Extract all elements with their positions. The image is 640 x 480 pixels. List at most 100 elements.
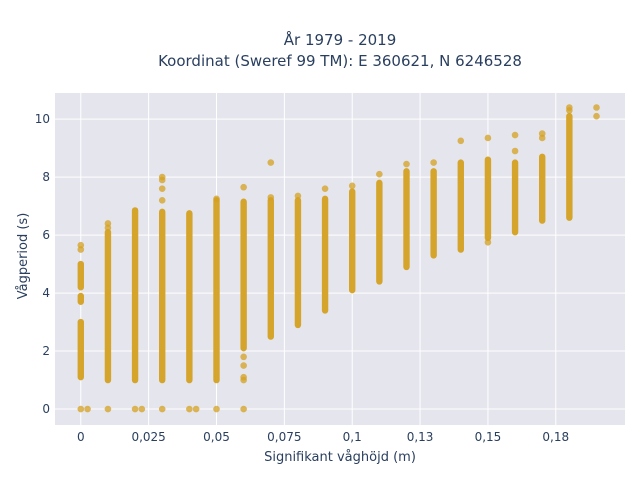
data-point	[484, 134, 492, 142]
x-tick-label: 0,13	[407, 430, 434, 444]
data-column	[213, 195, 220, 413]
data-point-cluster	[267, 197, 274, 340]
data-point-cluster	[240, 198, 247, 352]
data-point	[240, 405, 247, 413]
data-point	[593, 112, 600, 120]
data-column	[484, 134, 492, 246]
y-tick-label: 6	[42, 228, 50, 242]
data-column	[511, 131, 519, 236]
data-point	[294, 192, 302, 200]
y-axis-ticks: 0 2 4 6 8 10	[35, 112, 50, 416]
data-point-cluster	[186, 210, 193, 384]
data-column	[294, 192, 302, 329]
data-column	[77, 241, 85, 413]
data-point-cluster	[213, 197, 220, 384]
data-point	[158, 173, 166, 181]
data-point-cluster	[77, 292, 84, 305]
data-column	[104, 220, 112, 413]
x-tick-label: 0,1	[343, 430, 362, 444]
data-point	[240, 353, 247, 361]
data-point	[158, 185, 166, 192]
data-point	[538, 130, 546, 137]
data-column	[403, 160, 410, 271]
data-column	[84, 405, 91, 413]
data-point	[213, 405, 220, 413]
data-point-cluster	[484, 156, 492, 242]
data-point	[593, 104, 600, 111]
data-point-cluster	[131, 207, 139, 384]
data-column	[566, 104, 573, 221]
data-point	[192, 405, 200, 413]
data-column	[457, 137, 465, 253]
data-point-cluster	[430, 168, 437, 259]
data-point	[240, 183, 247, 191]
data-point	[403, 160, 410, 168]
x-tick-label: 0,18	[542, 430, 569, 444]
data-point	[511, 131, 519, 139]
data-column	[158, 173, 166, 413]
data-point	[511, 147, 519, 155]
data-point	[77, 241, 85, 249]
gridlines	[55, 93, 625, 425]
data-column	[376, 170, 383, 285]
data-point	[240, 362, 247, 369]
data-column	[240, 183, 247, 413]
data-point	[457, 137, 465, 145]
data-point	[213, 195, 220, 203]
data-point-cluster	[539, 153, 546, 224]
data-column	[186, 210, 193, 413]
y-axis-title: Vågperiod (s)	[16, 213, 31, 300]
data-point-cluster	[457, 159, 464, 253]
x-tick-label: 0	[77, 430, 85, 444]
data-point-cluster	[376, 179, 383, 285]
data-column	[267, 159, 275, 340]
y-tick-label: 8	[42, 170, 50, 184]
data-point	[77, 405, 85, 413]
data-column	[593, 104, 600, 120]
data-point	[566, 104, 573, 111]
data-point-cluster	[349, 188, 356, 294]
data-column	[430, 159, 437, 259]
data-column	[131, 207, 139, 413]
data-point-cluster	[403, 168, 410, 271]
data-point	[104, 405, 112, 413]
data-point	[138, 405, 146, 413]
data-point	[484, 239, 492, 246]
y-tick-label: 2	[42, 344, 50, 358]
data-point-cluster	[104, 228, 112, 384]
y-tick-label: 4	[42, 286, 50, 300]
data-column	[348, 182, 356, 294]
data-point-cluster	[159, 208, 166, 384]
data-point	[376, 170, 383, 178]
data-point	[186, 405, 193, 413]
data-column	[321, 185, 329, 314]
data-point-cluster	[77, 318, 84, 381]
x-tick-label: 0,15	[475, 430, 502, 444]
data-point	[158, 196, 166, 204]
data-point-cluster	[294, 197, 302, 329]
data-point	[240, 373, 247, 381]
data-column	[138, 405, 146, 413]
plot-area	[55, 93, 625, 425]
data-point	[267, 159, 275, 166]
data-points	[77, 104, 600, 413]
x-axis-title: Signifikant våghöjd (m)	[264, 450, 416, 465]
x-tick-label: 0,075	[267, 430, 301, 444]
data-point	[104, 220, 112, 227]
data-point	[430, 159, 437, 166]
data-point	[321, 185, 329, 192]
data-point	[348, 182, 356, 190]
data-column	[192, 405, 200, 413]
y-tick-label: 10	[35, 112, 50, 126]
data-point-cluster	[566, 112, 573, 221]
data-point	[158, 405, 166, 413]
x-axis-ticks: 0 0,025 0,05 0,075 0,1 0,13 0,15 0,18	[77, 430, 569, 444]
x-tick-label: 0,025	[131, 430, 165, 444]
data-point-cluster	[321, 195, 329, 314]
chart-title-line2: Koordinat (Sweref 99 TM): E 360621, N 62…	[158, 52, 522, 70]
y-tick-label: 0	[42, 402, 50, 416]
data-point-cluster	[77, 260, 84, 291]
data-point-cluster	[511, 159, 519, 236]
chart-title-line1: År 1979 - 2019	[284, 30, 397, 49]
